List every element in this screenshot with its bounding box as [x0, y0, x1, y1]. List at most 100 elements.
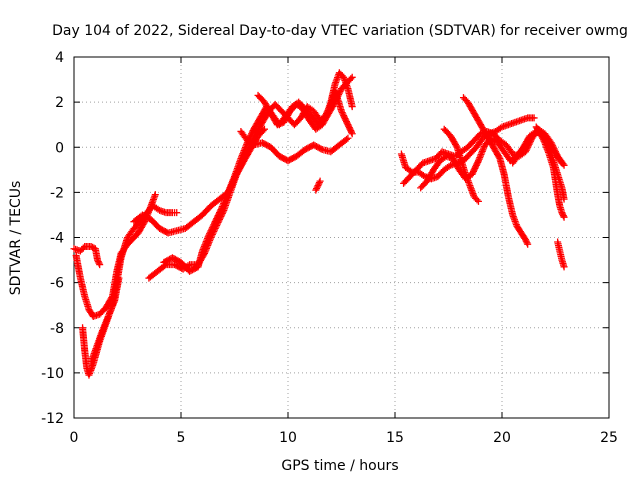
- sample-marker: [537, 131, 545, 139]
- sample-marker: [473, 196, 481, 204]
- sample-marker: [208, 224, 216, 232]
- sample-marker: [345, 122, 353, 130]
- sample-marker: [334, 92, 342, 100]
- sample-marker: [208, 225, 216, 233]
- y-tick-label: -8: [50, 321, 64, 337]
- sample-marker: [211, 219, 219, 227]
- data-point: [560, 213, 568, 221]
- series-track-f: [145, 69, 356, 282]
- sample-marker: [342, 135, 350, 143]
- sample-marker: [559, 210, 567, 218]
- sample-marker: [214, 212, 222, 220]
- data-point: [348, 103, 356, 111]
- sample-marker: [539, 134, 547, 142]
- data-point: [205, 231, 213, 239]
- sample-marker: [206, 228, 214, 236]
- sample-marker: [335, 89, 343, 97]
- sample-marker: [345, 124, 353, 132]
- x-tick-label: 0: [70, 430, 79, 446]
- sample-marker: [332, 97, 340, 105]
- sample-marker: [523, 239, 531, 247]
- series-track-o: [459, 94, 532, 248]
- y-tick-label: -6: [50, 276, 64, 292]
- x-axis-label: GPS time / hours: [281, 458, 398, 474]
- series-track-i: [254, 73, 356, 133]
- sample-marker: [213, 213, 221, 221]
- sample-marker: [161, 262, 169, 270]
- data-point: [338, 107, 345, 115]
- data-point: [348, 130, 356, 138]
- data-point: [344, 134, 352, 142]
- sample-marker: [217, 206, 225, 214]
- series-track-h: [237, 127, 352, 165]
- sample-marker: [315, 180, 323, 188]
- data-point: [314, 182, 322, 190]
- sample-marker: [206, 230, 214, 238]
- sample-marker: [539, 136, 547, 144]
- data-point: [94, 256, 102, 264]
- data-point: [468, 170, 476, 178]
- data-point: [558, 209, 566, 217]
- data-point: [173, 209, 181, 217]
- sample-marker: [315, 179, 323, 187]
- y-tick-label: -2: [50, 185, 64, 201]
- sample-marker: [333, 95, 341, 103]
- sample-marker: [247, 131, 255, 139]
- data-point: [260, 125, 268, 133]
- sample-marker: [469, 169, 477, 177]
- sample-marker: [522, 237, 530, 245]
- x-tick-label: 5: [177, 430, 186, 446]
- series-track-r: [554, 238, 568, 271]
- sample-marker: [470, 166, 478, 174]
- sample-marker: [340, 113, 348, 121]
- sample-marker: [207, 227, 215, 235]
- y-tick-label: -12: [41, 411, 64, 427]
- sample-marker: [346, 125, 354, 133]
- sample-marker: [538, 133, 546, 141]
- series-track-n: [440, 125, 482, 205]
- sample-marker: [95, 259, 103, 267]
- sample-marker: [335, 91, 343, 99]
- data-point: [474, 197, 482, 205]
- sample-marker: [209, 222, 217, 230]
- series-track-j: [312, 177, 324, 194]
- sample-marker: [495, 153, 503, 161]
- sample-marker: [342, 116, 350, 124]
- data-point: [560, 263, 568, 271]
- sample-marker: [339, 110, 347, 118]
- series-track-a: [70, 243, 104, 269]
- sample-marker: [340, 112, 348, 120]
- y-tick-label: 2: [55, 95, 64, 111]
- data-point: [344, 121, 352, 129]
- x-tick-label: 25: [600, 430, 618, 446]
- sample-marker: [313, 185, 321, 193]
- sample-marker: [248, 130, 256, 138]
- sample-marker: [472, 161, 480, 169]
- sample-marker: [212, 216, 220, 224]
- data-point: [331, 98, 339, 106]
- sample-marker: [94, 258, 102, 266]
- sample-marker: [341, 115, 349, 123]
- sample-marker: [246, 133, 254, 141]
- sample-marker: [469, 167, 477, 175]
- x-tick-label: 15: [386, 430, 404, 446]
- sample-marker: [248, 128, 256, 136]
- sample-marker: [79, 244, 87, 252]
- sample-marker: [474, 158, 482, 166]
- series-track-q: [532, 123, 568, 221]
- plot-frame: [73, 56, 610, 419]
- data-point: [558, 159, 566, 167]
- sample-marker: [347, 75, 355, 83]
- data-point: [312, 186, 320, 194]
- sample-marker: [472, 163, 480, 171]
- sample-marker: [210, 221, 218, 229]
- sample-marker: [216, 209, 224, 217]
- y-axis-ticks: -12 -10 -8 -6 -4 -2 0 2 4: [41, 50, 609, 427]
- y-tick-label: -4: [50, 231, 64, 247]
- sample-marker: [343, 119, 351, 127]
- sample-marker: [347, 127, 355, 135]
- sample-marker: [313, 183, 321, 191]
- data-point: [522, 236, 530, 244]
- sample-marker: [452, 142, 460, 150]
